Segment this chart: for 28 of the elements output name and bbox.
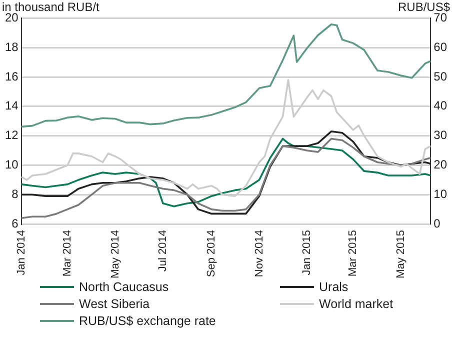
y-tick-label: 12 (4, 128, 19, 142)
y2-tick-label: 30 (434, 128, 448, 142)
x-tick-label: Nov 2014 (253, 230, 266, 278)
y2-tick-label: 0 (434, 216, 441, 230)
x-tick-label: Jan 2015 (301, 230, 314, 276)
x-tick-label: May 2015 (394, 230, 407, 278)
y-tick-label: 18 (4, 40, 19, 54)
legend-label: World market (319, 297, 394, 311)
x-tick-label: Sep 2014 (206, 230, 218, 278)
x-tick-label: Mar 2015 (347, 230, 360, 276)
x-tick-label: Jan 2014 (15, 230, 28, 276)
y2-tick-label: 50 (434, 69, 448, 84)
y2-tick-label: 40 (434, 98, 448, 113)
x-tick-label: Jul 2014 (157, 230, 170, 272)
y-tick-label: 14 (4, 98, 19, 113)
y2-tick-label: 20 (434, 158, 448, 172)
x-tick-label: May 2014 (109, 230, 122, 278)
y-tick-label: 10 (4, 158, 19, 172)
y2-tick-label: 10 (434, 186, 448, 201)
y-tick-label: 8 (12, 186, 19, 201)
legend-label: West Siberia (79, 297, 150, 311)
y-tick-label: 16 (4, 69, 19, 84)
legend-label: RUB/US$ exchange rate (79, 314, 216, 328)
y2-tick-label: 60 (434, 40, 448, 54)
legend-label: Urals (319, 280, 348, 294)
y-tick-label: 6 (12, 216, 19, 230)
legend-label: North Caucasus (79, 280, 169, 294)
x-tick-label: Mar 2014 (62, 230, 74, 276)
